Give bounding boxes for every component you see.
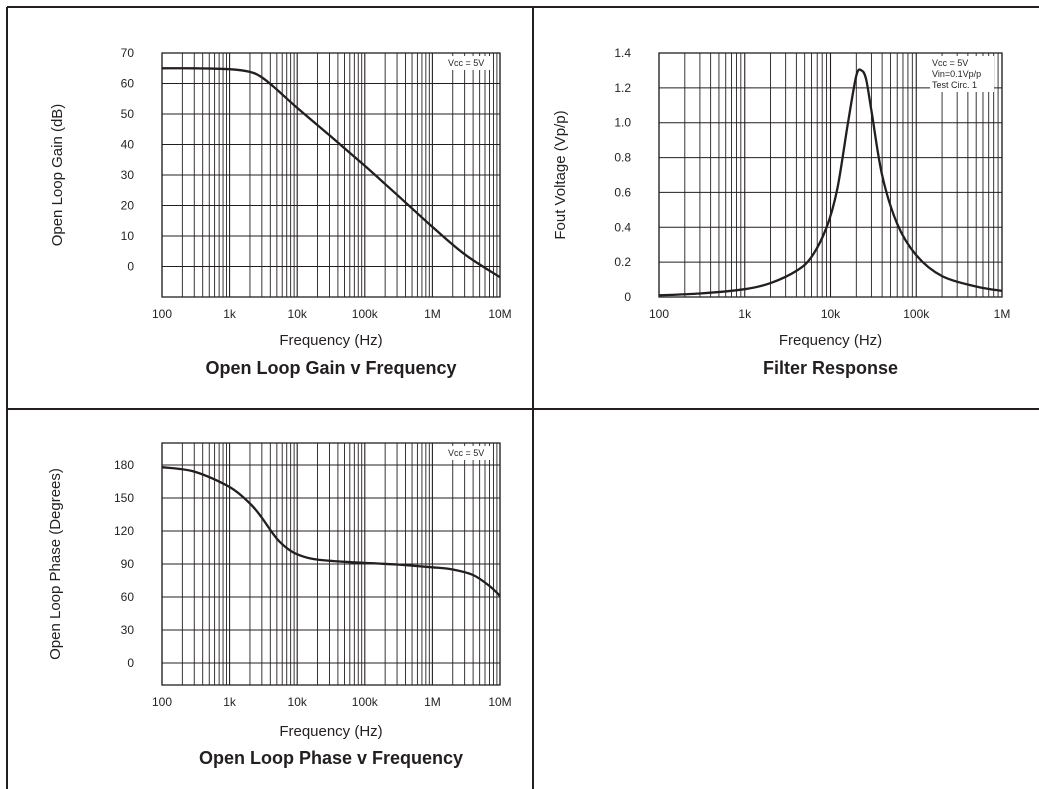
y-tick-label: 0.8 [614, 151, 631, 165]
y-tick-label: 150 [114, 491, 134, 505]
x-tick-label: 100k [352, 307, 379, 321]
annotation-background [930, 56, 994, 92]
y-tick-label: 60 [121, 77, 135, 91]
x-tick-label: 1k [223, 307, 237, 321]
grid-lines [161, 52, 501, 297]
y-tick-label: 90 [121, 557, 135, 571]
x-tick-label: 100 [649, 307, 669, 321]
chart-1: 100 1k 10k 100k 1M 10M 0 10 20 30 40 50 60 70 Frequenc… [49, 46, 512, 378]
annotation-text: Vcc = 5V [932, 58, 968, 68]
plot-area [658, 52, 1003, 298]
chart-2: 100 1k 10k 100k 1M 0 0.2 0.4 0.6 0.8 1.0 1.2 1.4 Freq… [552, 46, 1010, 378]
y-tick-label: 30 [121, 623, 135, 637]
annotation-text: Vcc = 5V [448, 58, 484, 68]
x-tick-label: 100k [903, 307, 930, 321]
chart-title: Open Loop Phase v Frequency [199, 748, 463, 768]
x-tick-label: 1k [738, 307, 752, 321]
y-tick-label: 60 [121, 590, 135, 604]
x-tick-label: 100 [152, 695, 172, 709]
annotation-background [446, 56, 492, 70]
annotation-box: Vcc = 5V [446, 446, 492, 460]
annotation-box: Vcc = 5V [446, 56, 492, 70]
y-axis-label: Fout Voltage (Vp/p) [552, 110, 569, 239]
x-tick-label: 1M [994, 307, 1011, 321]
x-tick-label: 1k [223, 695, 237, 709]
y-tick-label: 180 [114, 458, 134, 472]
series-line [658, 68, 1003, 297]
x-tick-label: 10M [488, 695, 511, 709]
chart-title: Filter Response [763, 358, 898, 378]
y-tick-label: 120 [114, 524, 134, 538]
y-tick-label: 0.6 [614, 185, 631, 199]
y-tick-label: 40 [121, 138, 135, 152]
y-tick-label: 20 [121, 199, 135, 213]
x-tick-label: 1M [424, 307, 441, 321]
annotation-background [446, 446, 492, 460]
y-tick-label: 0.4 [614, 220, 631, 234]
x-tick-label: 1M [424, 695, 441, 709]
chart-title: Open Loop Gain v Frequency [205, 358, 456, 378]
x-axis-label: Frequency (Hz) [779, 332, 882, 349]
x-tick-label: 100 [152, 307, 172, 321]
annotation-text: Test Circ. 1 [932, 80, 977, 90]
y-tick-label: 0 [624, 290, 631, 304]
annotation-text: Vcc = 5V [448, 448, 484, 458]
y-tick-label: 1.2 [614, 81, 631, 95]
x-tick-label: 10k [288, 695, 308, 709]
x-axis-label: Frequency (Hz) [279, 332, 382, 349]
y-tick-label: 10 [121, 229, 135, 243]
grid-lines [658, 52, 1003, 298]
y-tick-label: 30 [121, 168, 135, 182]
y-tick-label: 0 [127, 260, 134, 274]
x-tick-label: 10k [821, 307, 841, 321]
y-axis-label: Open Loop Phase (Degrees) [47, 468, 64, 660]
plot-area [161, 442, 501, 686]
x-axis-label: Frequency (Hz) [279, 723, 382, 740]
y-tick-label: 0.2 [614, 255, 631, 269]
plot-area [161, 52, 501, 298]
y-axis-label: Open Loop Gain (dB) [49, 104, 66, 247]
annotation-text: Vin=0.1Vp/p [932, 69, 981, 79]
series-line [161, 466, 501, 597]
y-tick-label: 70 [121, 46, 135, 60]
x-tick-label: 10k [288, 307, 308, 321]
panel-frame [6, 6, 1039, 789]
chart-3: 100 1k 10k 100k 1M 10M 0 30 60 90 120 150 180 Frequen… [47, 442, 512, 768]
x-tick-label: 10M [488, 307, 511, 321]
y-tick-label: 50 [121, 107, 135, 121]
y-tick-label: 1.4 [614, 46, 631, 60]
y-tick-label: 0 [127, 656, 134, 670]
x-tick-label: 100k [352, 695, 379, 709]
y-tick-label: 1.0 [614, 116, 631, 130]
series-line [161, 67, 501, 279]
